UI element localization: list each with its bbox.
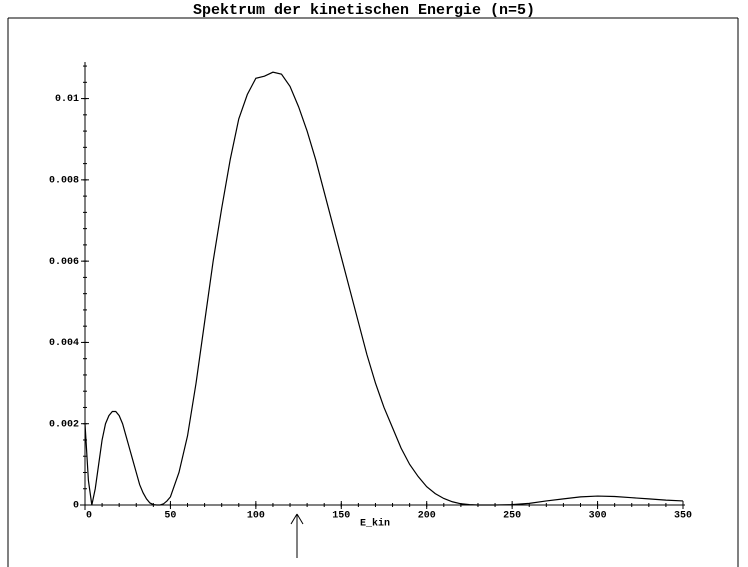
y-tick-label: 0.002	[49, 419, 79, 430]
x-tick-label: 150	[332, 511, 350, 522]
y-tick-label: 0.004	[49, 338, 79, 349]
y-tick-label: 0	[73, 501, 79, 512]
y-tick-label: 0.01	[55, 94, 79, 105]
x-tick-label: 0	[86, 511, 92, 522]
chart-title: Spektrum der kinetischen Energie (n=5)	[193, 2, 535, 19]
x-tick-label: 300	[589, 511, 607, 522]
curve	[84, 71, 684, 506]
x-tick-label: 250	[503, 511, 521, 522]
y-tick-label: 0.006	[49, 257, 79, 268]
x-axis-label: E_kin	[360, 518, 390, 530]
arrow	[290, 513, 304, 558]
x-tick-label: 200	[418, 511, 436, 522]
x-tick-label: 50	[164, 511, 176, 522]
y-tick-label: 0.008	[49, 176, 79, 187]
x-tick-label: 350	[674, 511, 692, 522]
x-tick-label: 100	[247, 511, 265, 522]
